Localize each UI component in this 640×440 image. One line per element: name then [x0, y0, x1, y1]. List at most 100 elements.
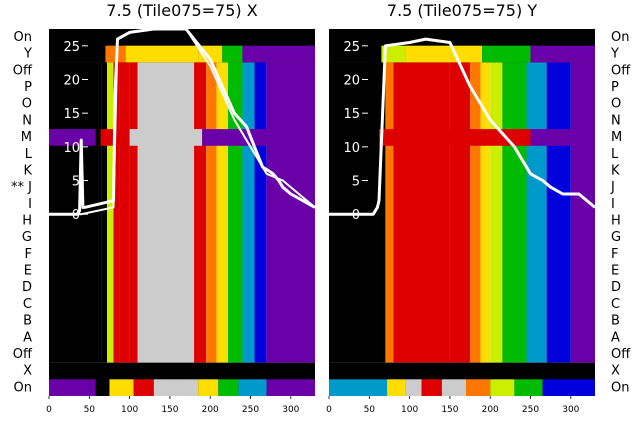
- row-label: A: [23, 330, 32, 345]
- row-label: F: [25, 247, 32, 262]
- heatmap-cell: [242, 62, 255, 363]
- row-label: On: [611, 30, 629, 45]
- heatmap-cell: [216, 62, 228, 363]
- heatmap-cell: [113, 62, 120, 363]
- row-label: F: [611, 247, 618, 262]
- heatmap-cell: [470, 62, 481, 363]
- x-tick-label: 250: [522, 405, 539, 415]
- row-label: Y: [23, 47, 32, 62]
- row-label: P: [24, 80, 32, 95]
- row-label: I: [611, 197, 615, 212]
- heatmap-cell: [266, 62, 315, 363]
- heatmap-cell: [206, 62, 217, 363]
- x-tick-label: 100: [401, 405, 418, 415]
- heatmap-cell: [98, 62, 102, 363]
- heatmap-cell: [449, 62, 471, 363]
- heatmap-cell: [329, 129, 379, 146]
- y-tick-label: 20: [63, 74, 80, 89]
- heatmap-cell: [198, 379, 219, 396]
- row-label: K: [611, 163, 620, 178]
- heatmap-cell: [107, 62, 114, 363]
- heatmap-cell: [329, 62, 379, 363]
- row-label: On: [14, 380, 32, 395]
- heatmap-cell: [482, 45, 531, 63]
- heatmap-cell: [480, 62, 491, 363]
- row-label: O: [611, 97, 621, 112]
- x-tick-label: 0: [46, 405, 52, 415]
- heatmap-cell: [421, 379, 442, 396]
- row-label: C: [23, 297, 32, 312]
- row-label: M: [611, 130, 622, 145]
- heatmap-cell: [227, 62, 243, 363]
- row-label: L: [611, 147, 619, 162]
- row-label: M: [21, 130, 32, 145]
- heatmap-cell: [133, 379, 154, 396]
- row-label: X: [611, 364, 620, 379]
- heatmap-cell: [194, 62, 207, 363]
- row-label: C: [611, 297, 620, 312]
- row-label: B: [611, 314, 620, 329]
- row-label: G: [22, 230, 32, 245]
- heatmap-cell: [542, 379, 595, 396]
- heatmap-row-band: [49, 129, 315, 146]
- x-tick-label: 0: [326, 405, 332, 415]
- series-line: [49, 28, 316, 216]
- heatmap-row-band: [49, 379, 315, 396]
- heatmap-cell: [441, 379, 467, 396]
- x-tick-label: 300: [282, 405, 299, 415]
- heatmap-cell: [530, 129, 595, 146]
- heatmap-cell: [490, 379, 515, 396]
- row-label: P: [611, 80, 619, 95]
- row-label: Off: [13, 63, 33, 78]
- heatmap-columns: [329, 29, 595, 396]
- row-label: X: [23, 364, 32, 379]
- row-label: Off: [611, 347, 631, 362]
- row-label: J: [610, 180, 615, 195]
- heatmap-cell: [405, 45, 483, 63]
- y-tick-label: 5: [352, 175, 360, 190]
- series-line: [329, 37, 596, 216]
- row-label: K: [23, 163, 32, 178]
- heatmap-cell: [119, 62, 130, 363]
- row-label: D: [611, 280, 621, 295]
- heatmap-cell: [329, 379, 388, 396]
- x-tick-label: 50: [364, 405, 376, 415]
- x-tick-label: 150: [441, 405, 458, 415]
- heatmap-row-band: [49, 45, 315, 63]
- heatmap-row-band: [329, 45, 595, 63]
- heatmap-cell: [526, 62, 547, 363]
- heatmap-cell: [502, 62, 527, 363]
- heatmap-cell: [109, 379, 134, 396]
- heatmap-cell: [570, 62, 595, 363]
- row-label: A: [611, 330, 620, 345]
- heatmap-cell: [153, 379, 199, 396]
- heatmap-cell: [393, 62, 450, 363]
- heatmap-cell: [393, 129, 531, 146]
- y-tick-label: 25: [63, 40, 80, 55]
- x-tick-label: 200: [202, 405, 219, 415]
- heatmap-row-band: [329, 129, 595, 146]
- heatmap-cell: [378, 62, 386, 363]
- heatmap-cell: [95, 379, 110, 396]
- row-label: B: [23, 314, 32, 329]
- x-tick-label: 50: [84, 405, 96, 415]
- heatmap-cell: [129, 129, 203, 146]
- row-label: I: [28, 197, 32, 212]
- heatmap-cell: [385, 62, 394, 363]
- heatmap-cell: [530, 45, 595, 63]
- heatmap-cell: [49, 45, 106, 63]
- row-label: H: [22, 214, 32, 229]
- x-tick-label: 100: [121, 405, 138, 415]
- heatmap-cell: [125, 45, 199, 63]
- heatmap-cell: [266, 379, 315, 396]
- y-tick-label: 10: [343, 141, 360, 156]
- y-tick-label: 10: [63, 141, 80, 156]
- heatmap-row-band: [329, 379, 595, 396]
- heatmap-cell: [218, 379, 239, 396]
- heatmap-cell: [514, 379, 543, 396]
- row-label: N: [22, 113, 32, 128]
- heatmap-cell: [137, 62, 195, 363]
- heatmap-cell: [387, 379, 406, 396]
- y-tick-label: 15: [343, 107, 360, 122]
- row-label: G: [611, 230, 621, 245]
